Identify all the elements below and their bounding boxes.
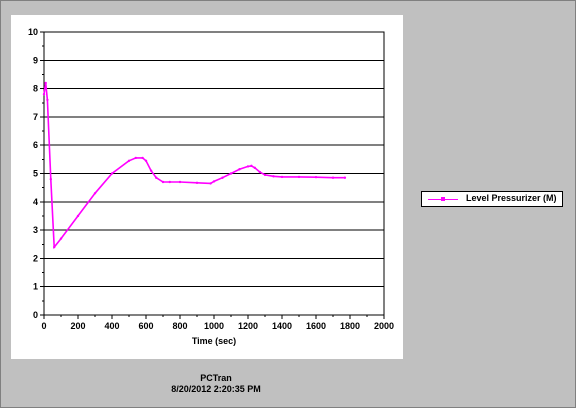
y-tick-label-8: 8 [33, 84, 38, 94]
y-tick-label-9: 9 [33, 55, 38, 65]
series-point [49, 177, 52, 181]
y-tick-label-6: 6 [33, 140, 38, 150]
series-point [331, 176, 335, 179]
y-tick-label-5: 5 [33, 169, 38, 179]
legend-label: Level Pressurizer (M) [466, 193, 557, 203]
series-point [246, 165, 250, 168]
series-point [110, 172, 114, 175]
series-point [59, 237, 63, 240]
series-point [272, 175, 275, 178]
footer-app-name: PCTran [200, 373, 232, 383]
series-point [212, 180, 216, 183]
series-point [144, 159, 148, 162]
series-point [253, 166, 256, 170]
series-point [229, 172, 233, 175]
x-tick-label-2000: 2000 [374, 321, 394, 331]
series-point [314, 175, 318, 179]
series-line-0 [43, 82, 345, 250]
series-point [280, 175, 284, 179]
y-tick-label-3: 3 [33, 225, 38, 235]
y-tick-label-1: 1 [33, 282, 38, 292]
series-point [263, 173, 267, 177]
series-point [258, 170, 262, 174]
series-point [155, 176, 158, 179]
x-tick-label-1400: 1400 [272, 321, 292, 331]
x-tick-label-400: 400 [104, 321, 119, 331]
series-point [238, 168, 241, 171]
y-tick-label-10: 10 [28, 27, 38, 37]
series-point [46, 98, 49, 102]
x-tick-label-1200: 1200 [238, 321, 258, 331]
series-point [134, 156, 137, 160]
x-axis-title: Time (sec) [192, 336, 236, 346]
series-point [93, 192, 97, 195]
x-tick-label-1000: 1000 [204, 321, 224, 331]
x-tick-label-200: 200 [70, 321, 85, 331]
y-tick-label-7: 7 [33, 112, 38, 122]
series-point [343, 176, 347, 179]
series-point [141, 156, 144, 160]
chart-svg: 0 1 2 3 4 5 6 7 8 9 10 0 200 400 600 800 1000 1200 1400 160… [28, 27, 394, 346]
series-point [76, 214, 80, 218]
x-tick-label-1800: 1800 [340, 321, 360, 331]
footer-timestamp: 8/20/2012 2:20:35 PM [171, 384, 261, 394]
x-tick-label-800: 800 [172, 321, 187, 331]
series-point [221, 176, 224, 179]
series-point [250, 164, 253, 168]
series-point [161, 180, 165, 184]
x-tick-label-600: 600 [138, 321, 153, 331]
series-point [195, 181, 199, 185]
legend-marker [441, 197, 445, 201]
legend: Level Pressurizer (M) [421, 191, 563, 207]
series-point [178, 180, 182, 184]
x-tick-label-1600: 1600 [306, 321, 326, 331]
series-point [149, 169, 153, 172]
series-point [168, 180, 171, 184]
series-point [44, 81, 47, 85]
y-tick-label-4: 4 [33, 197, 38, 207]
plot-panel: 0 1 2 3 4 5 6 7 8 9 10 0 200 400 600 800 1000 1200 1400 160… [11, 15, 403, 359]
y-tick-label-2: 2 [33, 253, 38, 263]
series-point [127, 159, 131, 162]
footer: PCTran 8/20/2012 2:20:35 PM [151, 373, 281, 395]
series-point [209, 182, 212, 185]
x-tick-label-0: 0 [41, 321, 46, 331]
y-tick-label-0: 0 [33, 310, 38, 320]
series-point [297, 175, 301, 179]
series-point [53, 245, 56, 249]
series-point [42, 93, 46, 96]
